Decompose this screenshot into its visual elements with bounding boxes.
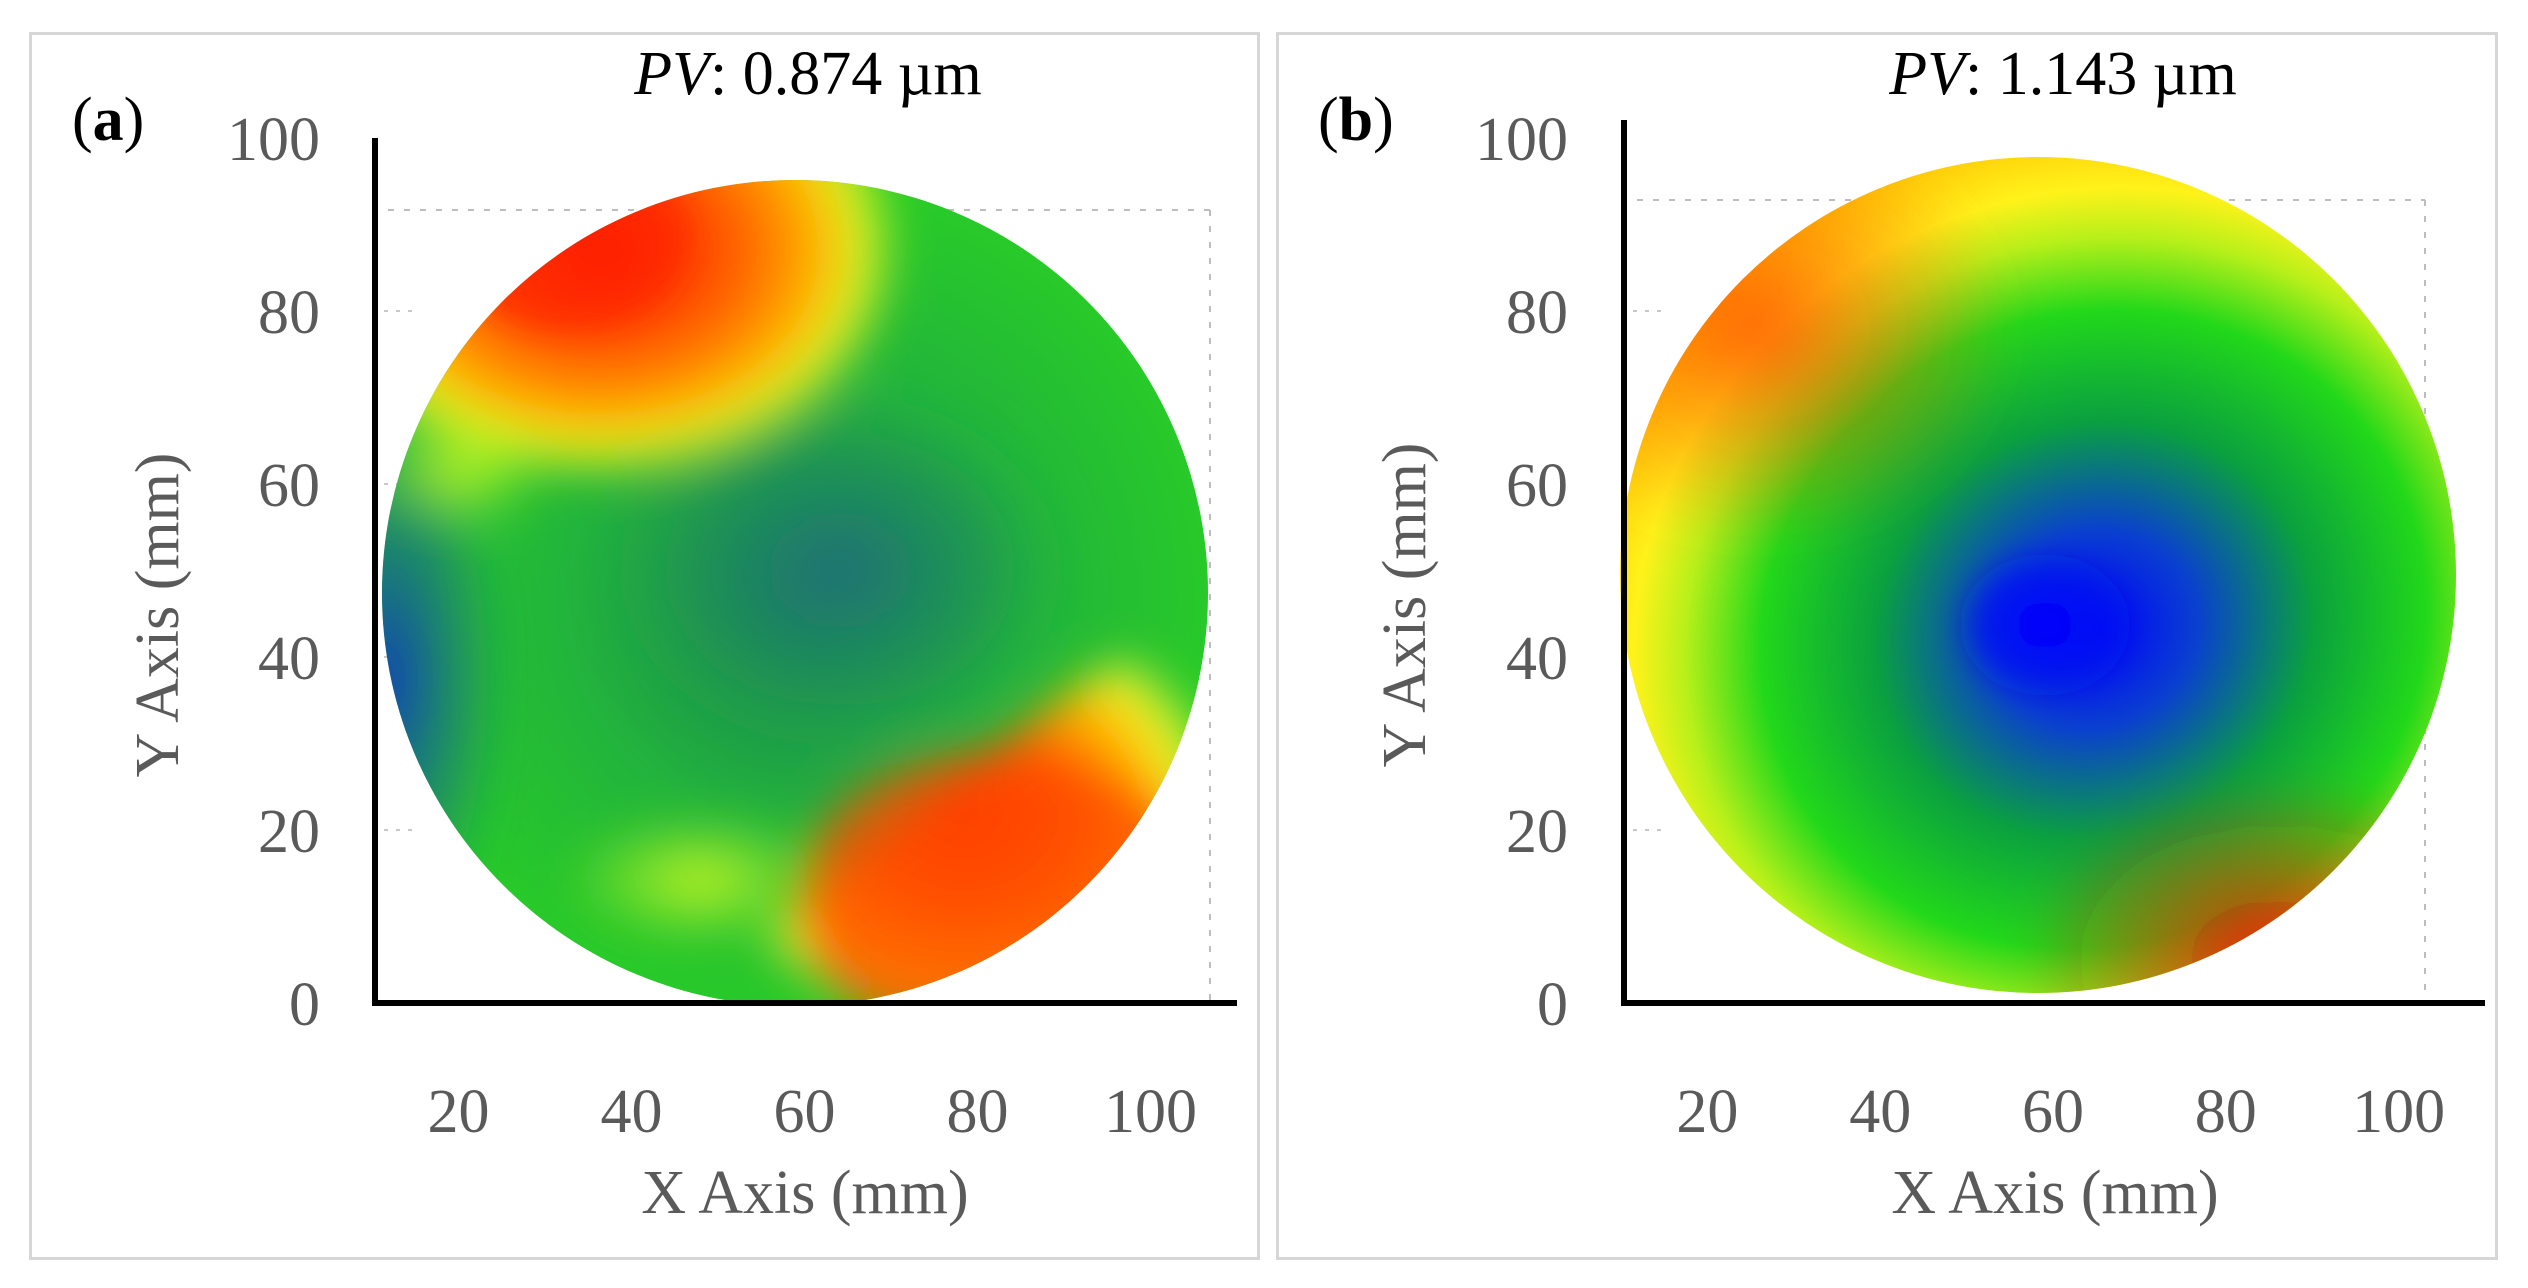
surface-b-hot-bottom-right: [2020, 780, 2456, 993]
chart-title-a: PV: 0.874 µm: [633, 40, 981, 108]
y-tick-label-b-0: 0: [1537, 971, 1568, 1039]
y-tick-label-a-80: 80: [258, 279, 320, 347]
x-ticks-a: 20 40 60 80 100: [428, 1078, 1198, 1146]
x-tick-label-b-100: 100: [2352, 1078, 2445, 1146]
surface-b-hot-top-left: [1620, 157, 2020, 550]
y-tick-label-a-60: 60: [258, 452, 320, 520]
panel-label-a: (a): [72, 86, 144, 154]
y-tick-label-b-40: 40: [1506, 625, 1568, 693]
y-tick-label-a-0: 0: [289, 971, 320, 1039]
x-tick-label-a-80: 80: [947, 1078, 1009, 1146]
y-ticks-a: 0 20 40 60 80 100: [227, 106, 320, 1039]
surface-map-a: [382, 180, 1208, 1006]
x-ticks-b: 20 40 60 80 100: [1676, 1078, 2445, 1146]
y-tick-label-a-40: 40: [258, 625, 320, 693]
chart-title-b: PV: 1.143 µm: [1888, 40, 2236, 108]
x-tick-label-b-20: 20: [1676, 1078, 1738, 1146]
y-tick-label-b-80: 80: [1506, 279, 1568, 347]
surface-b-low-core: [1955, 550, 2135, 700]
chart-a: 0 20 40 60 80 100 20 40 60 80 100 (a) PV: 0.874 µ…: [72, 40, 1237, 1227]
y-tick-label-a-100: 100: [227, 106, 320, 174]
x-axis-label-b: X Axis (mm): [1891, 1159, 2218, 1227]
x-axis-label-a: X Axis (mm): [641, 1159, 968, 1227]
y-tick-label-a-20: 20: [258, 798, 320, 866]
x-tick-label-a-20: 20: [428, 1078, 490, 1146]
y-axis-label-b: Y Axis (mm): [1371, 443, 1439, 768]
y-tick-label-b-100: 100: [1475, 106, 1568, 174]
y-tick-label-b-20: 20: [1506, 798, 1568, 866]
y-tick-label-b-60: 60: [1506, 452, 1568, 520]
x-tick-label-b-60: 60: [2022, 1078, 2084, 1146]
x-tick-label-b-40: 40: [1849, 1078, 1911, 1146]
x-tick-label-a-60: 60: [774, 1078, 836, 1146]
surface-a-low-zone: [600, 380, 1080, 760]
x-tick-label-a-100: 100: [1104, 1078, 1197, 1146]
surface-a-yellow-ridge: [560, 810, 840, 950]
x-tick-label-b-80: 80: [2195, 1078, 2257, 1146]
surface-a-yellow-saddle: [382, 410, 550, 530]
surface-a-red-core: [450, 180, 690, 330]
y-axis-label-a: Y Axis (mm): [124, 453, 192, 778]
x-tick-label-a-40: 40: [601, 1078, 663, 1146]
chart-b: 0 20 40 60 80 100 20 40 60 80 100 (b) PV: 1.143 µ…: [1318, 40, 2485, 1227]
panel-label-b: (b): [1318, 86, 1394, 154]
y-ticks-b: 0 20 40 60 80 100: [1475, 106, 1568, 1039]
